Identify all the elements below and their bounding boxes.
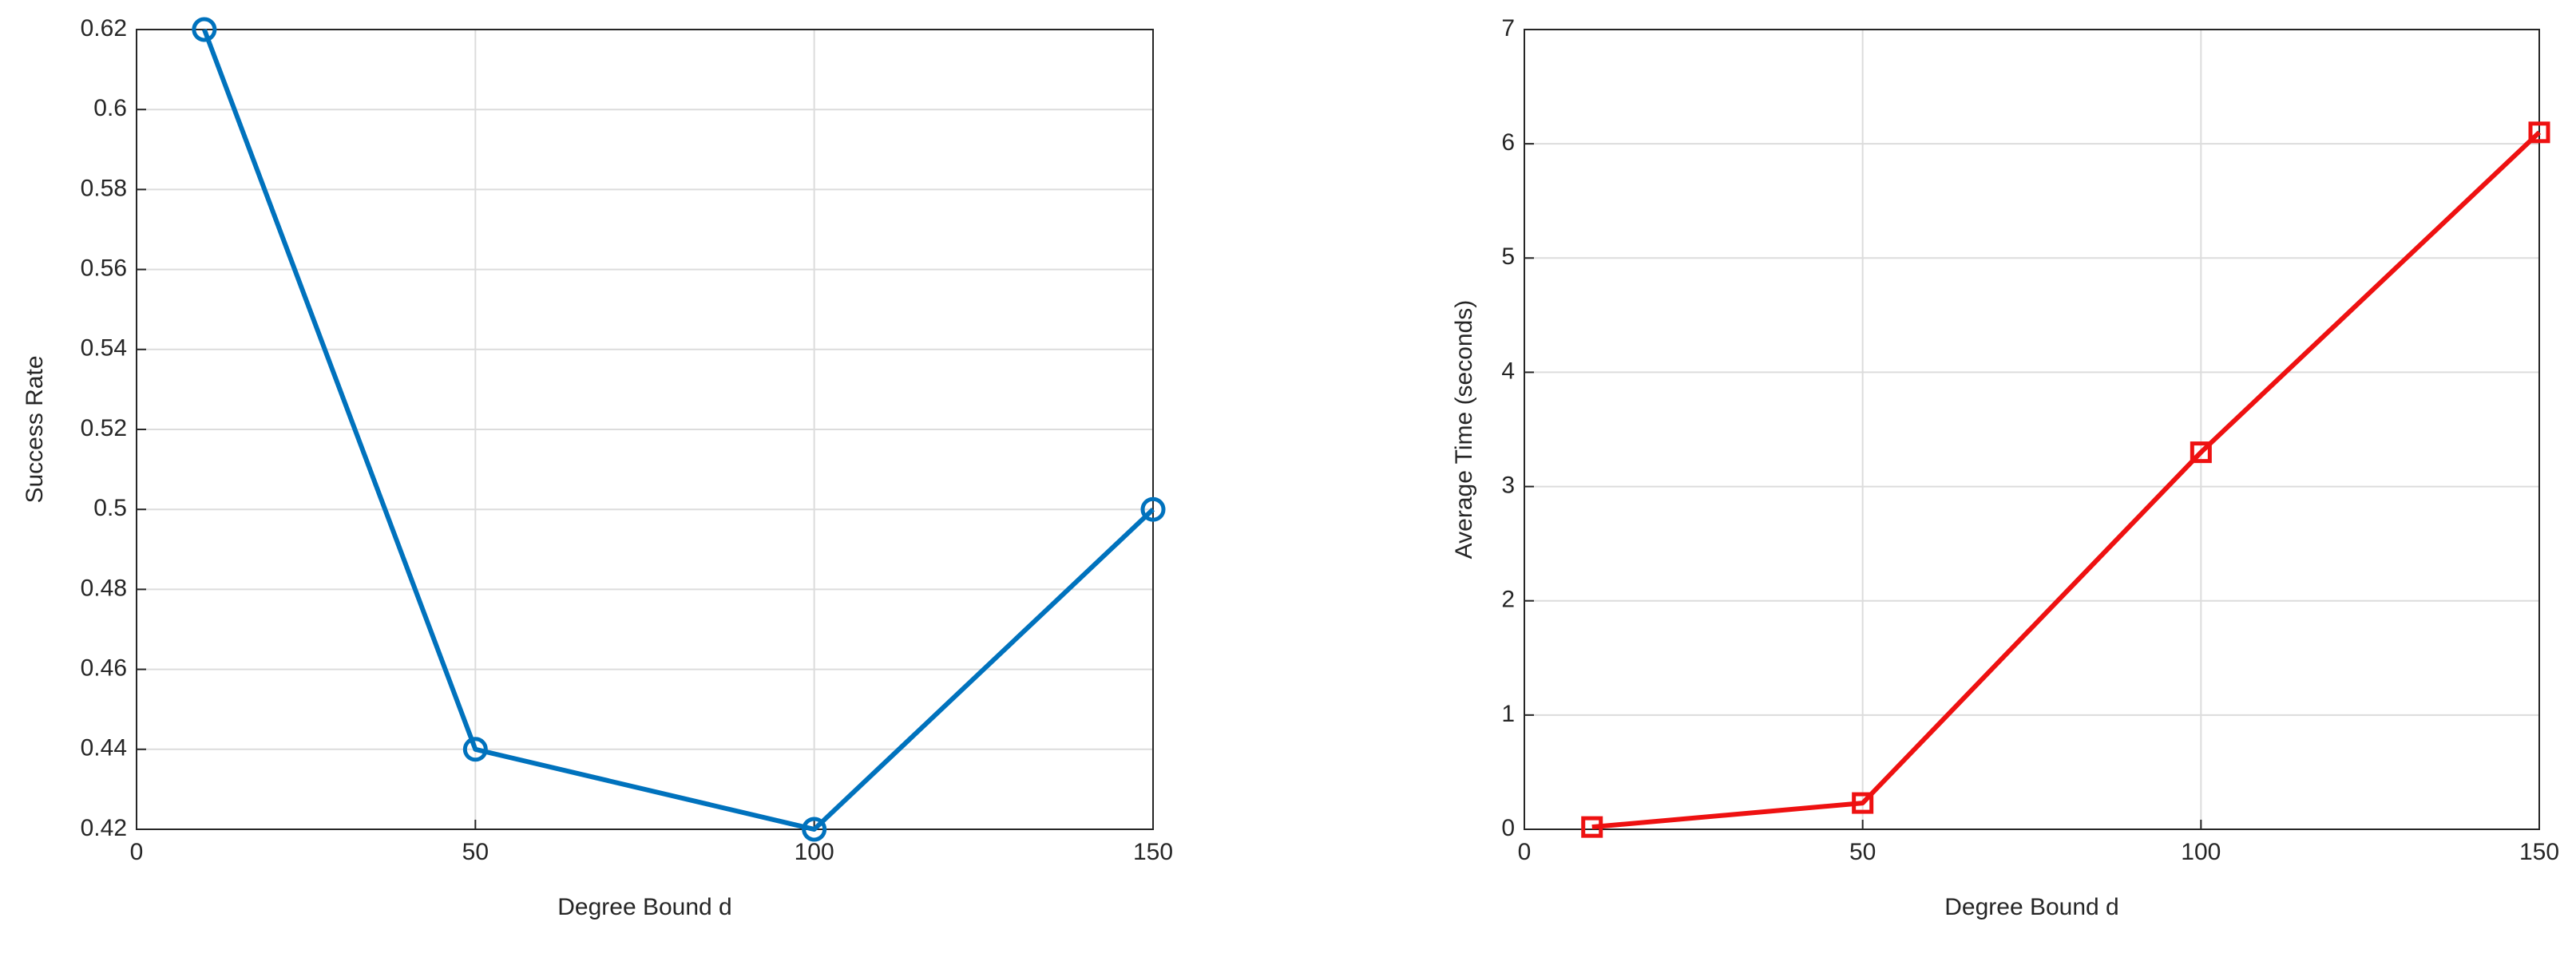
x-tick-label: 0 [1518,839,1532,865]
x-tick-label: 150 [2519,839,2559,865]
x-axis-label: Degree Bound d [1944,894,2119,920]
y-tick-label: 0 [1501,815,1515,841]
y-tick-label: 0.42 [81,815,127,841]
axes-box [1524,29,2540,830]
y-tick-label: 7 [1501,15,1515,42]
y-tick-label: 0.56 [81,255,127,282]
x-tick-label: 50 [1849,839,1876,865]
x-tick-label: 50 [462,839,489,865]
marker [2190,441,2212,464]
marker [1140,496,1166,522]
x-tick-label: 100 [2181,839,2221,865]
y-tick-label: 0.62 [81,15,127,42]
data-line [202,28,1155,832]
y-tick-label: 0.46 [81,655,127,682]
y-tick-label: 5 [1501,243,1515,270]
y-tick-label: 0.54 [81,335,127,362]
y-tick-label: 1 [1501,701,1515,727]
y-tick-label: 0.52 [81,415,127,441]
y-tick-label: 0.5 [93,495,127,521]
marker [462,737,488,762]
y-tick-label: 3 [1501,472,1515,498]
y-tick-label: 0.44 [81,735,127,761]
axes-box [136,29,1154,830]
x-axis-label: Degree Bound d [557,894,732,920]
y-axis-label: Success Rate [22,355,48,503]
marker [1581,816,1603,838]
marker [192,17,217,42]
y-tick-label: 4 [1501,358,1515,384]
marker [2528,121,2550,144]
y-tick-label: 0.58 [81,175,127,201]
y-axis-label: Average Time (seconds) [1451,300,1477,560]
x-tick-label: 150 [1133,839,1173,865]
data-line [1591,130,2542,830]
y-tick-label: 0.6 [93,95,127,121]
x-tick-label: 100 [795,839,834,865]
marker [1852,792,1874,814]
marker [802,817,827,842]
y-tick-label: 0.48 [81,575,127,601]
y-tick-label: 2 [1501,587,1515,613]
x-tick-label: 0 [130,839,144,865]
y-tick-label: 6 [1501,129,1515,156]
